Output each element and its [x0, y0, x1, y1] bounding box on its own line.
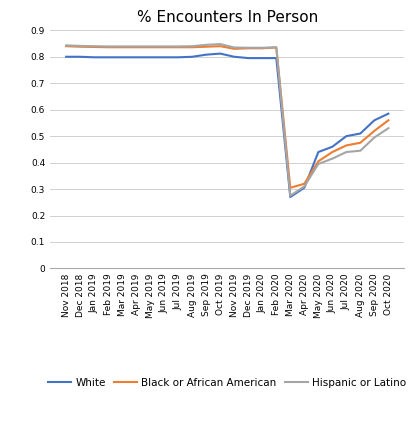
Legend: White, Black or African American, Hispanic or Latino: White, Black or African American, Hispan… — [44, 374, 410, 392]
Black or African American — [218, 44, 223, 49]
Hispanic or Latino — [162, 44, 167, 49]
Hispanic or Latino — [386, 126, 391, 131]
White — [344, 133, 349, 139]
White — [64, 54, 69, 59]
Hispanic or Latino — [260, 45, 265, 50]
Hispanic or Latino — [288, 193, 293, 198]
Black or African American — [246, 46, 251, 51]
Line: Black or African American: Black or African American — [66, 46, 388, 188]
White — [134, 55, 139, 60]
Line: White: White — [66, 54, 388, 197]
Hispanic or Latino — [64, 43, 69, 48]
Black or African American — [92, 45, 97, 50]
White — [246, 55, 251, 61]
Black or African American — [176, 45, 181, 50]
Title: % Encounters In Person: % Encounters In Person — [137, 10, 318, 25]
White — [302, 185, 307, 191]
Hispanic or Latino — [204, 42, 209, 48]
Hispanic or Latino — [176, 44, 181, 49]
White — [78, 54, 83, 59]
Hispanic or Latino — [316, 162, 321, 167]
White — [106, 55, 111, 60]
Hispanic or Latino — [302, 184, 307, 189]
Black or African American — [316, 159, 321, 164]
Black or African American — [344, 143, 349, 148]
Black or African American — [134, 45, 139, 50]
Hispanic or Latino — [246, 45, 251, 50]
White — [288, 194, 293, 200]
Hispanic or Latino — [78, 43, 83, 48]
Black or African American — [162, 45, 167, 50]
Line: Hispanic or Latino: Hispanic or Latino — [66, 44, 388, 196]
Hispanic or Latino — [274, 45, 279, 50]
White — [204, 52, 209, 57]
Black or African American — [302, 181, 307, 186]
White — [176, 55, 181, 60]
White — [372, 118, 377, 123]
White — [232, 54, 237, 59]
Hispanic or Latino — [134, 44, 139, 49]
White — [316, 149, 321, 155]
Black or African American — [372, 128, 377, 133]
White — [274, 55, 279, 61]
White — [120, 55, 125, 60]
White — [162, 55, 167, 60]
Hispanic or Latino — [372, 135, 377, 140]
Hispanic or Latino — [148, 44, 153, 49]
Hispanic or Latino — [106, 44, 111, 49]
White — [358, 131, 363, 136]
Black or African American — [386, 118, 391, 123]
White — [260, 55, 265, 61]
Hispanic or Latino — [92, 44, 97, 49]
Hispanic or Latino — [218, 42, 223, 47]
White — [330, 144, 335, 149]
Hispanic or Latino — [358, 148, 363, 153]
White — [218, 51, 223, 56]
White — [148, 55, 153, 60]
Hispanic or Latino — [344, 149, 349, 155]
Black or African American — [274, 45, 279, 50]
Black or African American — [106, 45, 111, 50]
White — [190, 54, 195, 59]
Black or African American — [260, 46, 265, 51]
Black or African American — [64, 44, 69, 49]
Black or African American — [204, 44, 209, 49]
Black or African American — [190, 45, 195, 50]
Black or African American — [288, 185, 293, 191]
Hispanic or Latino — [120, 44, 125, 49]
White — [386, 111, 391, 116]
Black or African American — [120, 45, 125, 50]
Black or African American — [358, 140, 363, 145]
Hispanic or Latino — [232, 45, 237, 50]
Black or African American — [330, 149, 335, 155]
Black or African American — [78, 44, 83, 49]
Black or African American — [148, 45, 153, 50]
Hispanic or Latino — [330, 156, 335, 161]
Hispanic or Latino — [190, 44, 195, 49]
Black or African American — [232, 46, 237, 52]
White — [92, 55, 97, 60]
